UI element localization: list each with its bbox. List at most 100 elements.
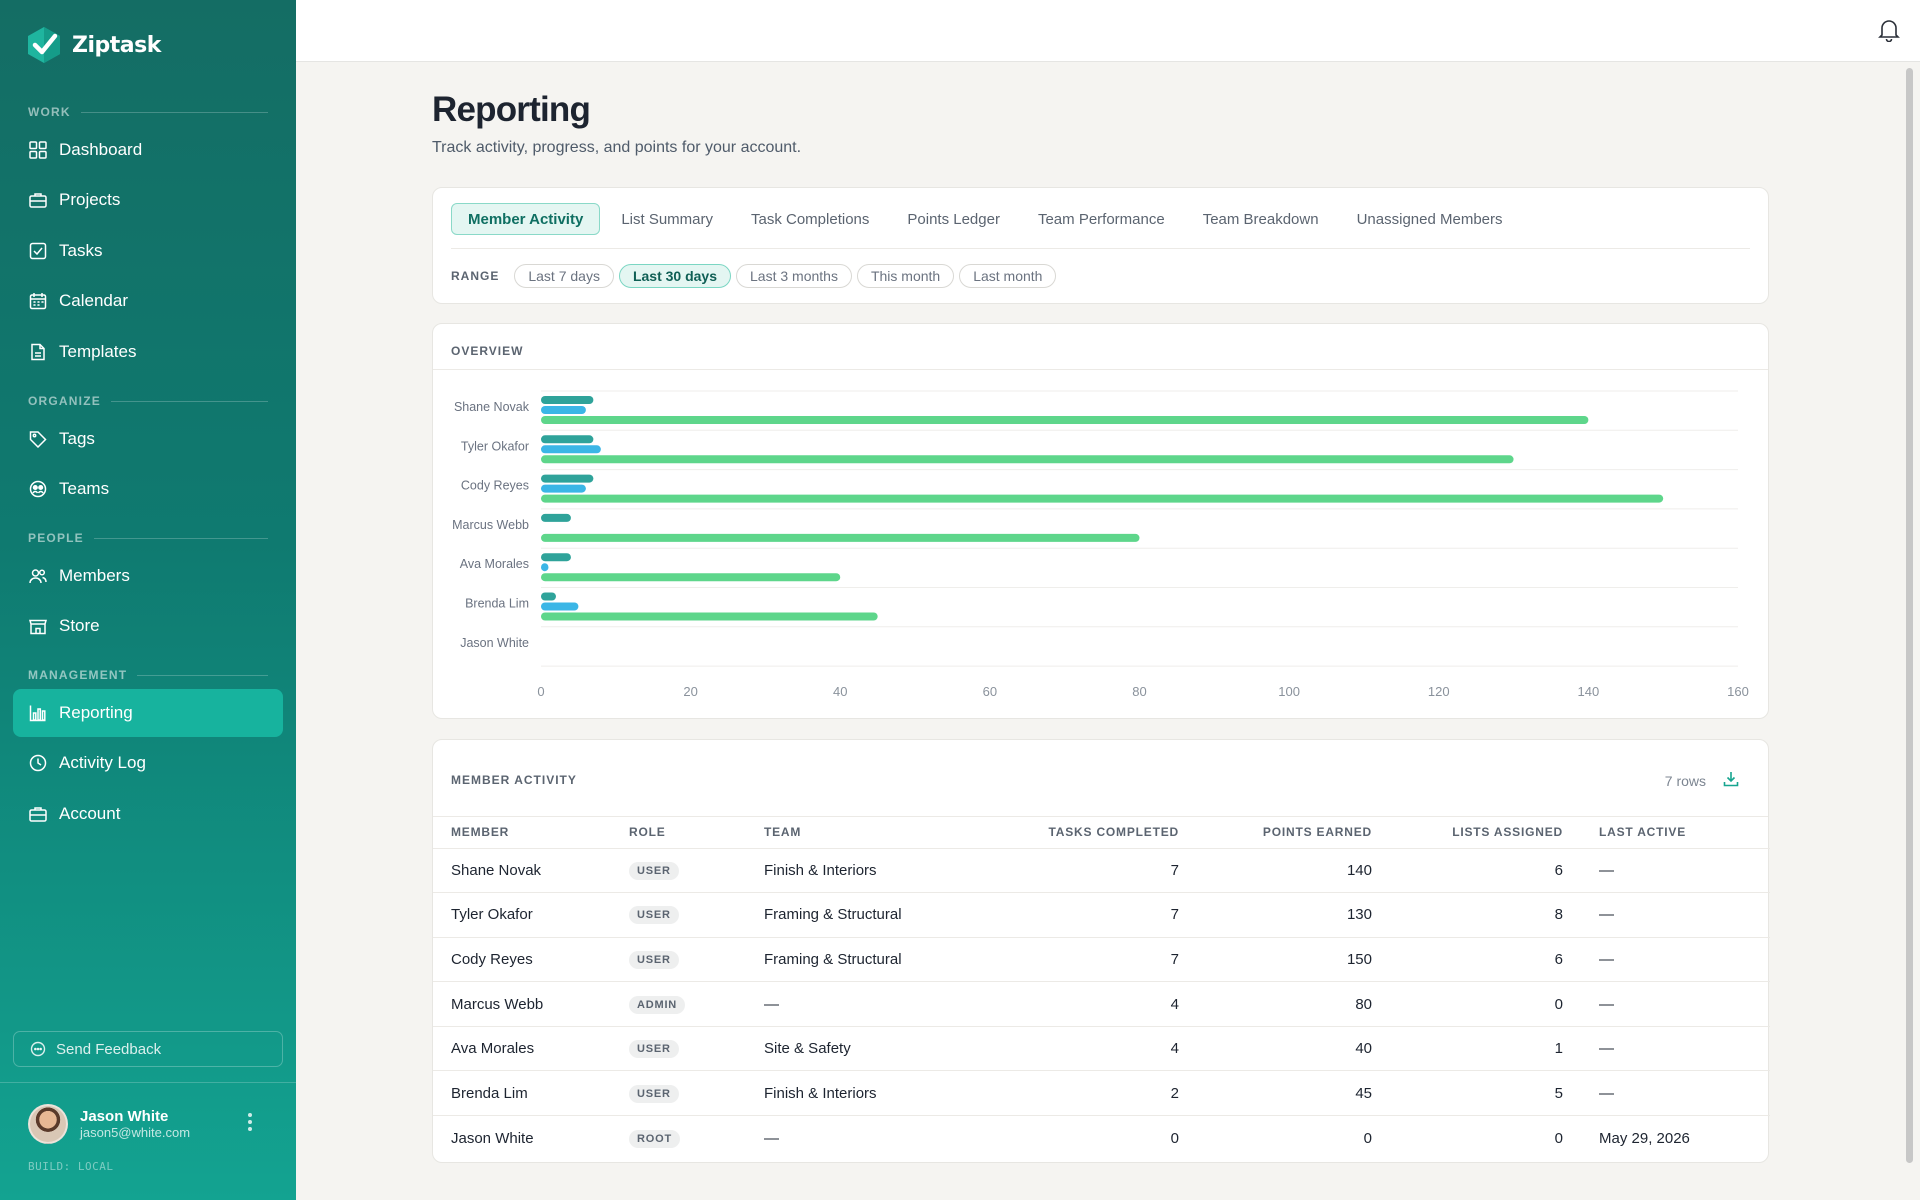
tab-task-completions[interactable]: Task Completions — [751, 210, 870, 228]
y-category-label: Tyler Okafor — [461, 439, 529, 453]
table-row[interactable]: Tyler Okafor USER Framing & Structural 7… — [433, 892, 1770, 938]
sidebar: Ziptask WORK Dashboard Projects Tasks Ca… — [0, 0, 296, 1200]
column-header-lists-assigned[interactable]: LISTS ASSIGNED — [1372, 816, 1563, 849]
column-header-role[interactable]: ROLE — [611, 816, 746, 849]
table-row[interactable]: Marcus Webb ADMIN — 4 80 0 — — [433, 981, 1770, 1027]
tag-icon — [29, 431, 47, 448]
range-option-last-3-months[interactable]: Last 3 months — [736, 264, 852, 288]
more-options-icon[interactable] — [248, 1113, 252, 1134]
team-name: Site & Safety — [746, 1026, 976, 1072]
table-row[interactable]: Jason White ROOT — 0 0 0 May 29, 2026 — [433, 1116, 1770, 1161]
document-icon — [31, 343, 45, 361]
member-activity-title: MEMBER ACTIVITY — [451, 773, 577, 787]
sidebar-item-label: Tasks — [59, 241, 103, 260]
brand[interactable]: Ziptask — [26, 26, 161, 64]
last-active: — — [1563, 1026, 1770, 1072]
team-name: — — [746, 981, 976, 1027]
sidebar-item-activity-log[interactable]: Activity Log — [13, 739, 283, 787]
send-feedback-button[interactable]: Send Feedback — [13, 1031, 283, 1067]
scrollbar[interactable] — [1906, 68, 1913, 1163]
page-title: Reporting — [432, 90, 591, 129]
role-badge: USER — [629, 1084, 679, 1103]
column-header-tasks-completed[interactable]: TASKS COMPLETED — [976, 816, 1179, 849]
role-cell: ROOT — [611, 1116, 746, 1161]
member-name: Cody Reyes — [433, 937, 611, 983]
overview-chart: 0 20 40 60 80 100 120 140 160 Shane Novak Tyler Ok… — [452, 390, 1749, 699]
role-badge: USER — [629, 906, 679, 925]
bar-2-marcus-webb — [541, 533, 1140, 542]
report-tabs: Member Activity List Summary Task Comple… — [451, 203, 1520, 235]
table-row[interactable]: Brenda Lim USER Finish & Interiors 2 45 … — [433, 1070, 1770, 1117]
sidebar-item-label: Activity Log — [59, 753, 146, 772]
download-icon[interactable] — [1722, 770, 1740, 788]
tab-list-summary[interactable]: List Summary — [621, 210, 713, 228]
table-row[interactable]: Shane Novak USER Finish & Interiors 7 14… — [433, 848, 1770, 894]
sidebar-item-members[interactable]: Members — [13, 552, 283, 600]
tab-unassigned-members[interactable]: Unassigned Members — [1356, 210, 1503, 228]
lists-assigned: 6 — [1372, 848, 1563, 894]
sidebar-item-projects[interactable]: Projects — [13, 176, 283, 224]
tab-team-breakdown[interactable]: Team Breakdown — [1202, 210, 1319, 228]
tab-member-activity[interactable]: Member Activity — [451, 203, 601, 235]
bar-1-ava-morales — [541, 563, 549, 572]
points-earned: 150 — [1179, 937, 1372, 983]
team-name: — — [764, 1129, 779, 1147]
sidebar-item-teams[interactable]: Teams — [13, 465, 283, 513]
column-header-points-earned[interactable]: POINTS EARNED — [1179, 816, 1372, 849]
sidebar-item-templates[interactable]: Templates — [13, 328, 283, 376]
sidebar-item-tags[interactable]: Tags — [13, 415, 283, 463]
points-earned: 140 — [1179, 848, 1372, 894]
sidebar-item-reporting[interactable]: Reporting — [13, 689, 283, 737]
user-card[interactable]: Jason White jason5@white.com — [28, 1104, 268, 1144]
last-active: — — [1563, 937, 1770, 983]
sidebar-item-store[interactable]: Store — [13, 602, 283, 650]
table-row[interactable]: Cody Reyes USER Framing & Structural 7 1… — [433, 937, 1770, 983]
bar-2-tyler-okafor — [541, 455, 1514, 464]
lists-assigned: 0 — [1372, 981, 1563, 1027]
bar-1-brenda-lim — [541, 602, 579, 611]
top-bar — [296, 0, 1920, 62]
bar-0-ava-morales — [541, 553, 571, 562]
bar-1-cody-reyes — [541, 484, 586, 493]
sidebar-item-account[interactable]: Account — [13, 790, 283, 838]
overview-card: OVERVIEW 0 20 40 60 80 100 120 140 160 Shane Nova… — [432, 323, 1769, 719]
role-cell: USER — [611, 1026, 746, 1072]
range-option-last-7-days[interactable]: Last 7 days — [514, 264, 614, 288]
sidebar-item-tasks[interactable]: Tasks — [13, 227, 283, 275]
column-header-team[interactable]: TEAM — [746, 816, 976, 849]
bar-1-shane-novak — [541, 406, 586, 414]
member-name: Tyler Okafor — [433, 892, 611, 938]
tasks-completed: 7 — [976, 892, 1179, 938]
role-cell: ADMIN — [611, 981, 746, 1027]
team-name: Framing & Structural — [746, 892, 976, 938]
tabs-divider — [451, 248, 1750, 249]
member-name: Shane Novak — [433, 848, 611, 894]
bar-0-brenda-lim — [541, 592, 556, 601]
x-tick-label: 60 — [983, 684, 997, 699]
range-option-this-month[interactable]: This month — [856, 264, 955, 288]
sidebar-item-label: Teams — [59, 479, 110, 498]
tab-team-performance[interactable]: Team Performance — [1037, 210, 1165, 228]
x-tick-label: 100 — [1278, 684, 1300, 699]
sidebar-item-calendar[interactable]: Calendar — [13, 277, 283, 325]
last-active: — — [1563, 848, 1770, 894]
tab-points-ledger[interactable]: Points Ledger — [907, 210, 1000, 228]
bar-2-brenda-lim — [541, 612, 878, 621]
tasks-completed: 2 — [976, 1070, 1179, 1117]
notification-bell-icon[interactable] — [1878, 18, 1900, 42]
users-icon — [29, 569, 47, 584]
range-option-last-30-days[interactable]: Last 30 days — [618, 264, 732, 288]
table-row[interactable]: Ava Morales USER Site & Safety 4 40 1 — — [433, 1026, 1770, 1072]
member-name: Marcus Webb — [433, 981, 611, 1027]
member-name: Ava Morales — [433, 1026, 611, 1072]
column-header-member[interactable]: MEMBER — [433, 816, 611, 849]
bar-0-tyler-okafor — [541, 435, 594, 444]
tasks-completed: 4 — [976, 981, 1179, 1027]
section-label-work: WORK — [28, 105, 268, 119]
sidebar-item-label: Calendar — [59, 291, 128, 310]
range-option-last-month[interactable]: Last month — [959, 264, 1057, 288]
sidebar-item-dashboard[interactable]: Dashboard — [13, 126, 283, 174]
column-header-last-active[interactable]: LAST ACTIVE — [1563, 816, 1770, 849]
team-name: Finish & Interiors — [746, 1070, 976, 1117]
table-header-row: MEMBER ROLE TEAM TASKS COMPLETED POINTS … — [433, 816, 1770, 849]
